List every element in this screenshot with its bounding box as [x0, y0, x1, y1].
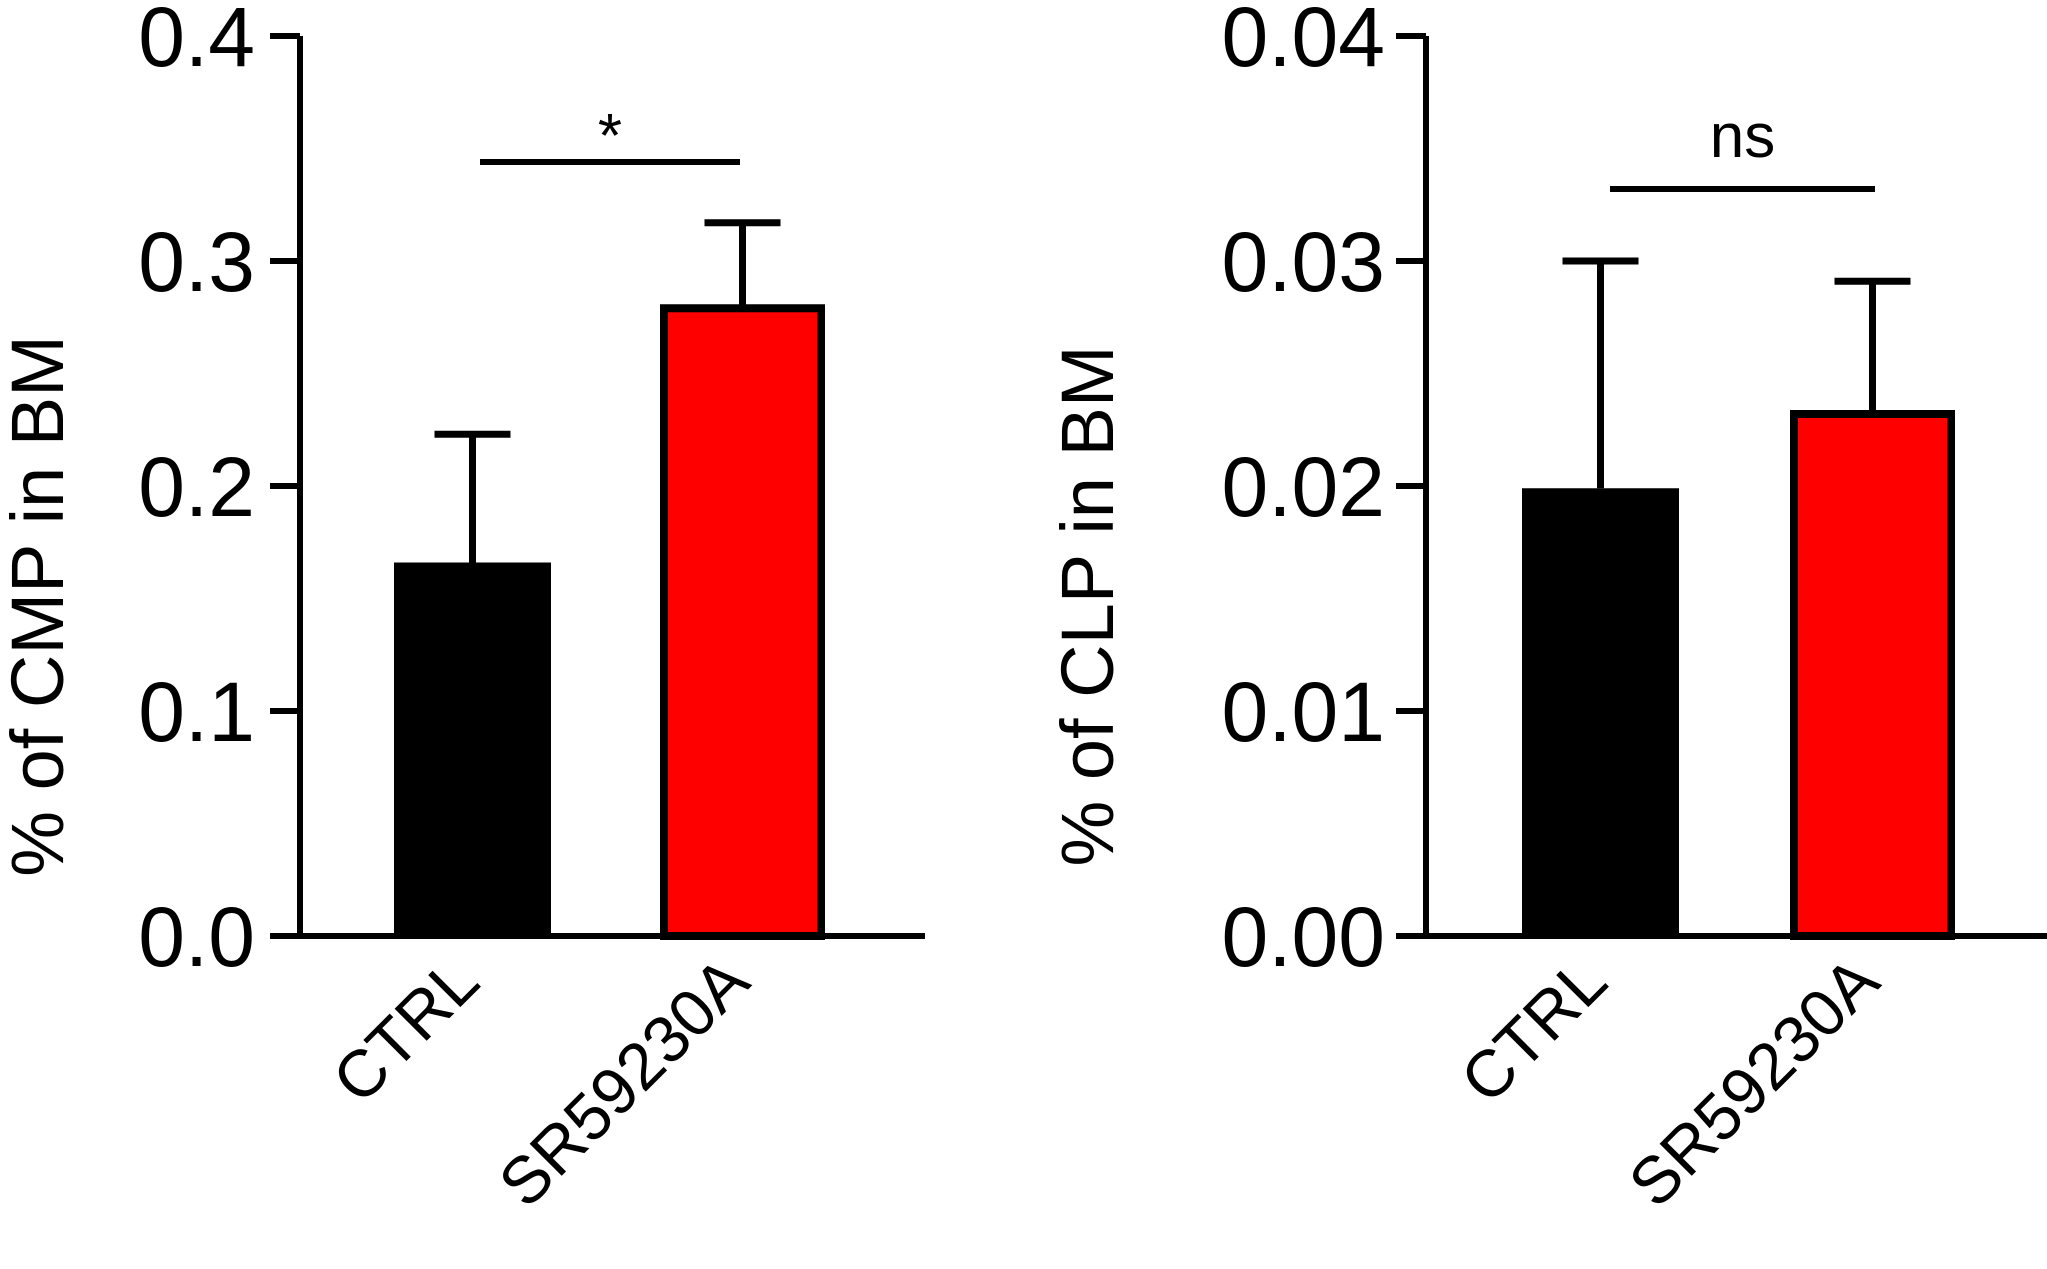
chart-cmp-y-tick-label: 0.2 [138, 440, 255, 534]
chart-clp-category-label: SR59230A [1614, 943, 1892, 1221]
chart-cmp-bar-sr59230a [660, 304, 825, 940]
chart-clp-y-tick-label: 0.04 [1222, 0, 1386, 84]
chart-cmp: % of CMP in BM 0.0 0.1 0.2 0.3 0.4 CTRLSR5923… [0, 0, 925, 1221]
chart-cmp-significance-label: * [598, 102, 622, 171]
chart-clp-bar-ctrl [1522, 488, 1679, 936]
chart-clp-y-axis-title: % of CLP in BM [1046, 346, 1129, 867]
chart-cmp-y-tick-label: 0.3 [138, 215, 255, 309]
chart-cmp-y-tick-label: 0.4 [138, 0, 255, 84]
chart-clp-significance-label: ns [1710, 102, 1775, 171]
chart-cmp-y-axis-title: % of CMP in BM [0, 335, 79, 876]
chart-clp: % of CLP in BM 0.00 0.01 0.02 0.03 0.04 CTRLS… [1046, 0, 2047, 1221]
chart-cmp-y-tick-label: 0.0 [138, 890, 255, 984]
chart-cmp-category-label: CTRL [318, 943, 492, 1117]
chart-cmp-y-tick-label: 0.1 [138, 665, 255, 759]
chart-clp-y-tick-label: 0.02 [1222, 440, 1386, 534]
chart-clp-category-label: CTRL [1446, 943, 1620, 1117]
chart-cmp-category-label: SR59230A [484, 943, 762, 1221]
chart-clp-y-tick-label: 0.00 [1222, 890, 1386, 984]
chart-clp-bar-sr59230a [1790, 410, 1955, 940]
chart-cmp-bar-ctrl [394, 562, 551, 936]
chart-clp-y-tick-label: 0.01 [1222, 665, 1386, 759]
chart-clp-y-tick-label: 0.03 [1222, 215, 1386, 309]
